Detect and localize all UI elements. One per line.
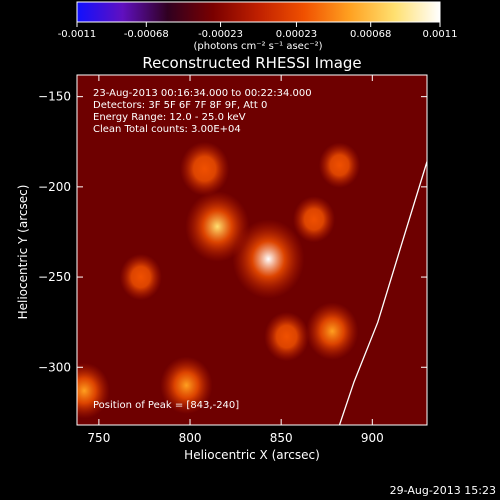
emission-source (180, 141, 230, 196)
axis-ticks: 750 800 850 900 −150 −200 −250 −300 (38, 75, 427, 445)
colorbar-unit-label: (photons cm⁻² s⁻¹ asec⁻²) (193, 41, 322, 52)
x-tick-label: 900 (361, 431, 384, 445)
y-tick-label: −200 (38, 180, 71, 194)
colorbar-tick-label: 0.00068 (350, 29, 391, 40)
emission-source (264, 312, 309, 362)
info-line: 23-Aug-2013 00:16:34.000 to 00:22:34.000 (93, 88, 312, 99)
plot-frame (76, 74, 428, 426)
peak-position-label: Position of Peak = [843,-240] (93, 400, 239, 411)
y-tick-label: −150 (38, 90, 71, 104)
colorbar-tick-label: 0.00023 (276, 29, 317, 40)
plot-title: Reconstructed RHESSI Image (142, 54, 361, 72)
emission-source (119, 253, 162, 301)
colorbar-ticks: -0.0011 -0.00068 -0.00023 0.00023 0.00068 0.0… (58, 22, 458, 40)
colorbar-tick-label: 0.0011 (423, 29, 458, 40)
solar-limb-curve (338, 161, 427, 425)
emission-source (292, 196, 336, 243)
info-block: 23-Aug-2013 00:16:34.000 to 00:22:34.000… (93, 88, 312, 135)
x-tick-label: 800 (179, 431, 202, 445)
y-axis-label: Heliocentric Y (arcsec) (16, 185, 30, 320)
y-tick-label: −250 (38, 270, 71, 284)
x-tick-label: 750 (87, 431, 110, 445)
info-line: Clean Total counts: 3.00E+04 (93, 124, 241, 135)
emission-source (185, 191, 250, 262)
footer-timestamp: 29-Aug-2013 15:23 (390, 484, 496, 497)
colorbar-tick-label: -0.00068 (124, 29, 169, 40)
colorbar-tick-label: -0.0011 (58, 29, 97, 40)
x-tick-label: 850 (270, 431, 293, 445)
info-line: Detectors: 3F 5F 6F 7F 8F 9F, Att 0 (93, 100, 267, 111)
emission-source (306, 302, 359, 360)
x-axis-label: Heliocentric X (arcsec) (184, 448, 320, 462)
info-line: Energy Range: 12.0 - 25.0 keV (93, 112, 246, 123)
emission-sources (77, 141, 361, 419)
emission-source (232, 219, 305, 299)
emission-source (318, 142, 361, 188)
colorbar-tick-label: -0.00023 (198, 29, 243, 40)
emission-source (77, 362, 110, 419)
colorbar (76, 1, 441, 23)
y-tick-label: −300 (38, 360, 71, 374)
emission-source (160, 356, 213, 415)
